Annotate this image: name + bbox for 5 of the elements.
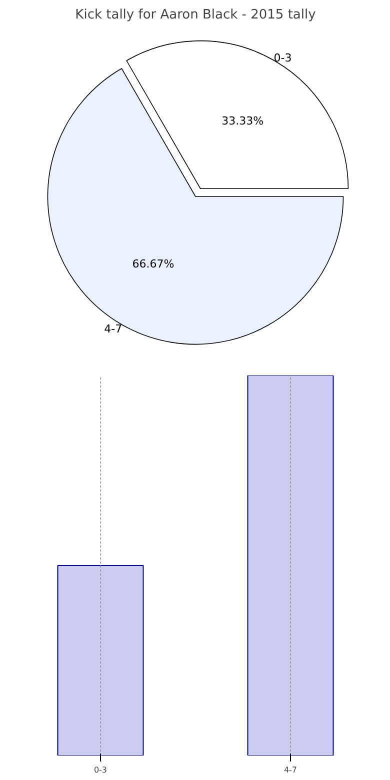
slice-label: 0-3 [274, 51, 292, 64]
chart-title: Kick tally for Aaron Black - 2015 tally [75, 8, 316, 22]
data-label: 66.67% [132, 258, 174, 271]
slice-label: 4-7 [104, 322, 122, 336]
data-label: 33.33% [222, 114, 264, 128]
